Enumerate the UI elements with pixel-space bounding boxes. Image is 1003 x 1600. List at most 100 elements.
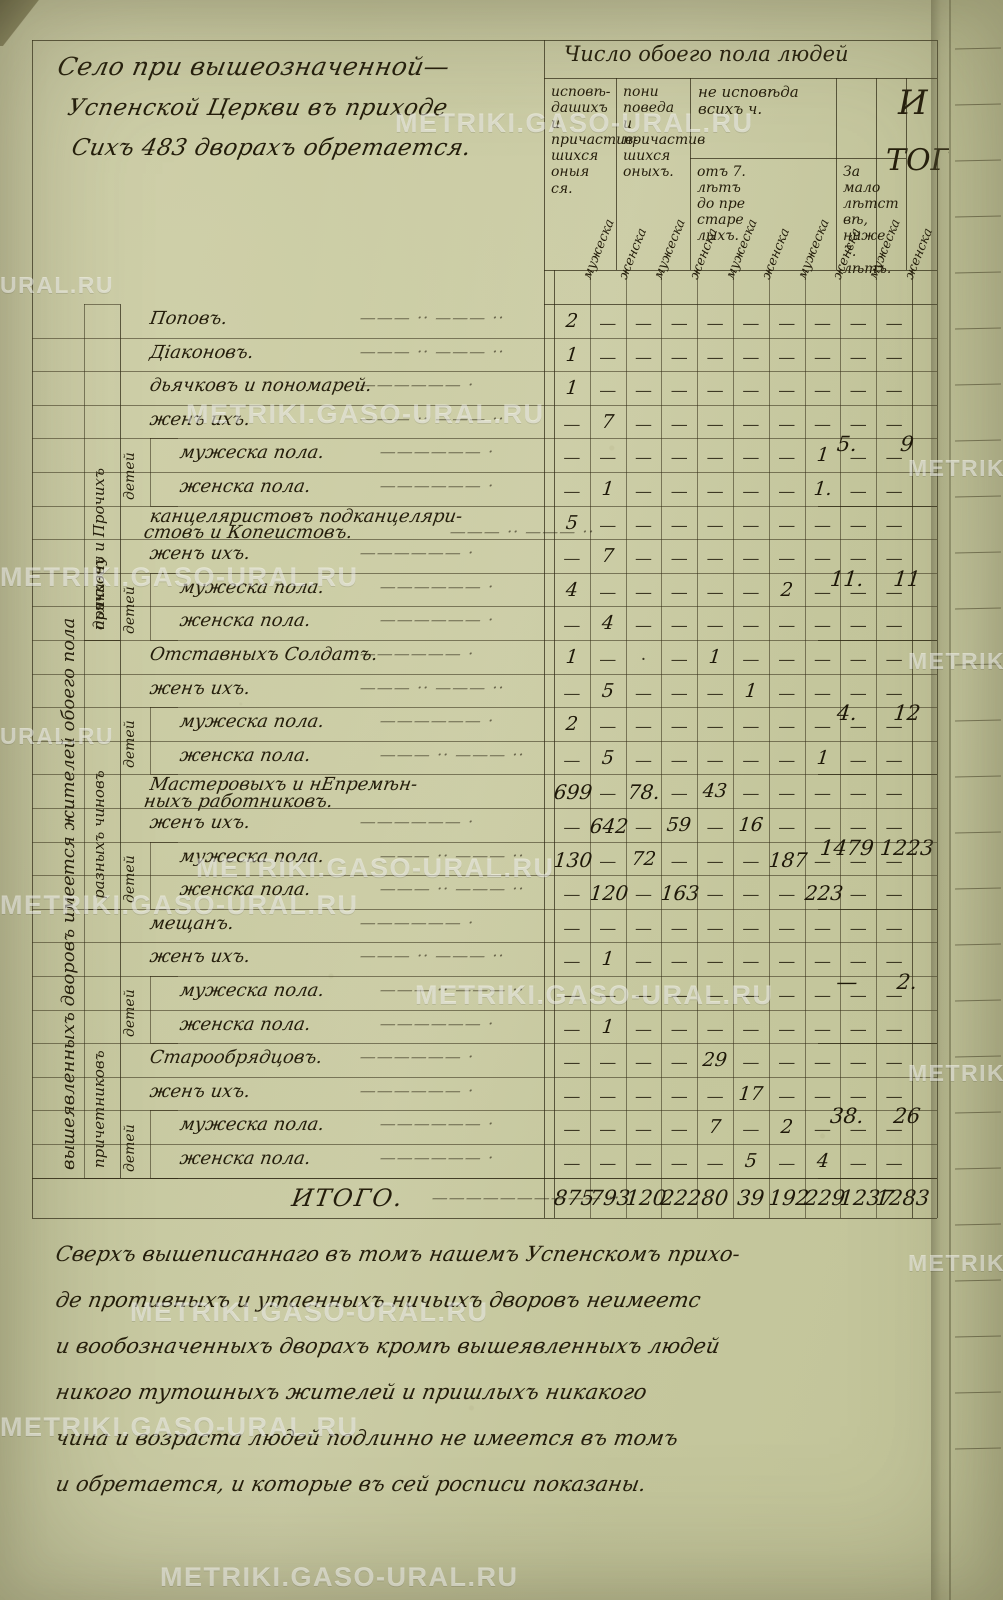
facing-page-line — [954, 159, 1002, 162]
grid-hline — [32, 976, 937, 977]
grid-hline — [32, 1009, 937, 1011]
row-leader: ——— ·· ——— ·· — [358, 946, 507, 966]
cell-empty: — — [563, 818, 581, 838]
facing-page-line — [954, 943, 1002, 946]
grid-vline — [768, 270, 770, 1218]
facing-page-line — [954, 1055, 1002, 1058]
side-label-inner-3: дьячковъ — [90, 556, 108, 630]
cell-empty: — — [778, 818, 796, 838]
cell-empty: — — [670, 851, 688, 872]
cell-empty: — — [778, 1086, 796, 1107]
children-bracket-label: детей — [122, 989, 138, 1038]
cell-empty: — — [885, 650, 903, 670]
row-label: Поповъ. — [148, 308, 229, 329]
grid-vline — [150, 707, 151, 775]
cell-empty: — — [599, 1086, 617, 1107]
group-total-female: 9 — [899, 432, 915, 457]
total-value: 793 — [588, 1185, 632, 1210]
cell-empty: — — [885, 1154, 903, 1174]
cell-empty: — — [849, 683, 867, 704]
group-header-1: исповѣ-дашихъ и причастив-шихся оныя ся. — [551, 84, 639, 197]
row-leader: ——— ·· ——— ·· — [358, 408, 507, 428]
cell-empty: — — [742, 918, 760, 939]
cell-empty: — — [706, 1086, 724, 1107]
row-label: мужеска пола. — [178, 845, 326, 867]
row-label: женъ ихъ. — [148, 677, 252, 699]
cell-empty: — — [706, 616, 724, 637]
footer-line-2: де противныхъ и утаенныхъ ничьихъ дворов… — [53, 1288, 703, 1312]
cell-value: 4 — [600, 612, 615, 635]
grid-hline — [544, 270, 937, 271]
grid-hline — [32, 908, 937, 910]
children-bracket-label: детей — [122, 720, 138, 769]
row-leader: ——— ·· ——— ·· — [358, 308, 507, 327]
cell-value: 120 — [588, 881, 630, 906]
cell-empty: — — [634, 683, 652, 704]
cell-value: 16 — [737, 814, 765, 836]
cell-empty: — — [849, 918, 867, 939]
cell-empty: — — [599, 1053, 617, 1074]
cell-empty: — — [885, 549, 903, 570]
row-leader: ——— ·· ——— ·· — [358, 341, 507, 361]
grid-hline — [32, 371, 937, 373]
cell-empty: — — [670, 582, 688, 603]
grid-hline — [32, 942, 937, 944]
row-leader: —————— · — [358, 1080, 476, 1100]
row-leader: —————— · — [378, 442, 496, 462]
cell-empty: — — [885, 582, 903, 603]
grid-hline — [32, 707, 937, 709]
row-label: мужеска пола. — [178, 442, 326, 464]
cell-empty: — — [670, 448, 688, 469]
cell-empty: — — [813, 986, 831, 1006]
row-leader: —————— · — [378, 1114, 496, 1134]
cell-empty: — — [849, 851, 867, 872]
cell-value: 642 — [588, 814, 630, 838]
row-leader: —————— · — [378, 476, 496, 495]
cell-value: 4 — [564, 578, 580, 601]
group-total-female: 11 — [892, 566, 922, 591]
cell-empty: — — [670, 952, 688, 973]
grid-hline — [32, 40, 937, 41]
group-header-2: пони поведа и причастив шихся оныхъ. — [623, 84, 706, 181]
cell-empty: — — [742, 1053, 760, 1074]
cell-empty: — — [778, 885, 796, 906]
facing-page-line — [954, 47, 1002, 50]
cell-empty: — — [813, 616, 831, 637]
cell-empty: — — [885, 616, 903, 637]
cell-empty: — — [634, 1019, 652, 1040]
cell-empty: — — [599, 918, 617, 939]
cell-empty: — — [885, 314, 903, 334]
row-leader: —————— · — [358, 912, 476, 932]
facing-page-line — [954, 887, 1002, 890]
cell-value: 1 — [564, 343, 580, 366]
cell-empty: — — [849, 1154, 867, 1174]
cell-empty: — — [813, 414, 831, 435]
group-total-female: 1223 — [879, 835, 935, 860]
cell-empty: — — [778, 1019, 796, 1040]
facing-page-line — [954, 1111, 1002, 1114]
cell-empty: — — [670, 1154, 688, 1174]
cell-empty: — — [849, 616, 867, 637]
cell-empty: — — [778, 482, 796, 502]
row-leader: —————— · — [358, 812, 476, 831]
cell-empty: — — [778, 1053, 796, 1074]
row-label: женска пола. — [178, 1148, 313, 1169]
grid-vline — [32, 40, 33, 1218]
cell-value: 5 — [600, 679, 615, 702]
facing-page-line — [954, 1167, 1002, 1170]
cell-empty: — — [849, 986, 867, 1006]
cell-empty: — — [849, 1019, 867, 1040]
cell-empty: — — [563, 1019, 581, 1040]
sex-header-3: женска — [687, 226, 722, 282]
children-bracket-label: детей — [122, 855, 138, 903]
cell-empty: — — [670, 717, 688, 738]
cell-empty: — — [813, 717, 831, 738]
grid-hline — [150, 707, 178, 709]
cell-empty: — — [849, 347, 867, 368]
total-value: 1283 — [874, 1185, 931, 1210]
facing-page-line — [954, 1391, 1002, 1394]
cell-empty: — — [706, 1019, 724, 1040]
cell-empty: — — [599, 717, 617, 738]
cell-empty: — — [742, 986, 760, 1006]
grid-vline — [150, 438, 151, 506]
